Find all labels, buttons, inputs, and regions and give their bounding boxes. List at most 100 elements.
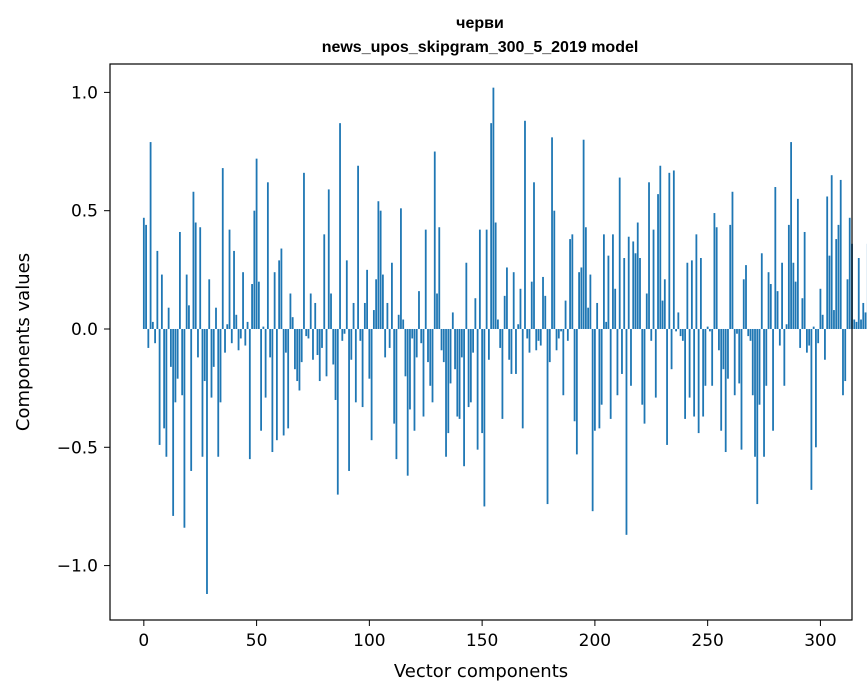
bar (598, 328, 601, 429)
bar (528, 328, 531, 353)
bar (242, 272, 244, 329)
bar (312, 328, 314, 360)
bar (237, 328, 240, 351)
bar (278, 260, 281, 329)
bar (485, 229, 488, 329)
bar (483, 328, 486, 507)
bar (235, 314, 238, 329)
bar (591, 328, 594, 512)
bar (201, 328, 204, 457)
bar (429, 328, 432, 386)
bar (792, 262, 795, 329)
bar (765, 328, 768, 386)
x-axis-label: Vector components (394, 661, 568, 682)
bar (176, 328, 179, 379)
bar (255, 158, 258, 329)
bar (747, 328, 750, 337)
bar (436, 293, 438, 329)
bar (285, 328, 287, 353)
bar (636, 222, 639, 329)
bar (478, 229, 481, 329)
bar (262, 326, 265, 329)
bar (600, 328, 603, 405)
bar (264, 328, 267, 398)
bar (593, 328, 596, 431)
x-axis-ticks: 0 50 100 150 200 250 300 (138, 620, 837, 651)
bar (776, 291, 779, 329)
bar (217, 328, 220, 457)
bar (350, 328, 353, 360)
bar (431, 328, 434, 403)
bar (623, 258, 626, 329)
bar (821, 314, 824, 329)
x-tick-label: 0 (138, 631, 149, 651)
bar (810, 328, 813, 490)
bar (411, 328, 414, 339)
bar (684, 328, 686, 419)
bar (377, 201, 380, 329)
bar (774, 187, 777, 329)
bar (330, 293, 332, 329)
bar (460, 328, 463, 358)
bar (151, 321, 154, 329)
bar (438, 227, 441, 329)
bar (226, 324, 229, 329)
bar (257, 281, 260, 329)
y-tick-label: 0.5 (71, 202, 98, 222)
bar (824, 328, 826, 360)
bar (456, 328, 459, 417)
bar (145, 224, 147, 329)
bar (781, 262, 783, 329)
bar (447, 328, 450, 434)
bar (282, 328, 285, 436)
bar (668, 172, 671, 329)
bar (445, 328, 447, 457)
bar (603, 234, 605, 329)
bar (357, 165, 359, 329)
bar (352, 302, 355, 329)
bar (366, 269, 368, 329)
bar (481, 328, 484, 434)
bar (476, 328, 479, 450)
bar (221, 168, 224, 329)
bar (391, 262, 393, 329)
bar (616, 328, 619, 396)
bar (697, 328, 700, 434)
bar (857, 258, 860, 329)
bar (756, 328, 759, 505)
bar (526, 328, 529, 339)
bar (650, 328, 653, 341)
y-axis-label: Components values (13, 253, 34, 431)
bar (413, 328, 416, 431)
bar (442, 328, 445, 363)
bar (199, 227, 202, 329)
bar (864, 312, 867, 329)
bar (451, 312, 454, 329)
bar (686, 262, 689, 329)
bar (702, 328, 705, 417)
bar (228, 229, 231, 329)
bar (521, 328, 524, 429)
bar (309, 293, 312, 329)
bar (433, 151, 436, 329)
bar (652, 229, 655, 329)
bar (566, 328, 569, 341)
bar (280, 248, 283, 329)
bar (722, 328, 725, 370)
bar (418, 291, 420, 329)
bar (819, 288, 822, 329)
bar (573, 328, 576, 422)
bar (805, 328, 808, 353)
bar (580, 267, 583, 329)
bar (212, 328, 215, 367)
bar (862, 302, 865, 329)
bar (539, 328, 542, 346)
bar (711, 328, 714, 386)
bar (188, 305, 190, 329)
bar (688, 328, 691, 398)
bar (842, 328, 844, 396)
bar (812, 326, 815, 329)
bar (370, 328, 373, 441)
bar (612, 234, 614, 329)
bar (853, 319, 856, 329)
